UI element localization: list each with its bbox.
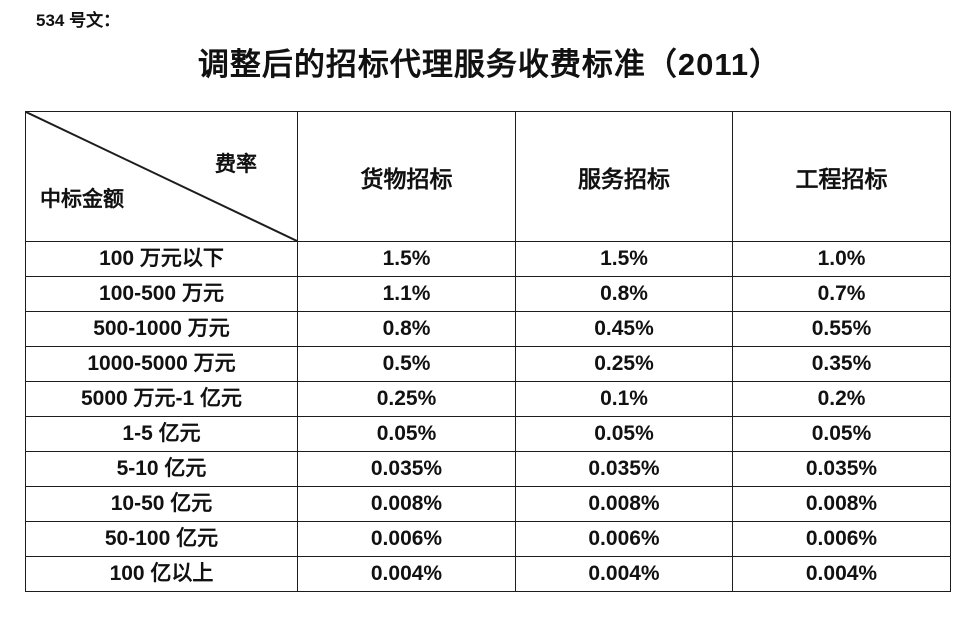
rate-cell: 0.035% (732, 451, 951, 487)
table-row: 5000 万元-1 亿元 0.25% 0.1% 0.2% (25, 381, 951, 417)
rate-cell: 0.05% (732, 416, 951, 452)
corner-label-rate: 费率 (215, 153, 257, 176)
row-label: 500-1000 万元 (25, 311, 298, 347)
row-label: 1000-5000 万元 (25, 346, 298, 382)
table-row: 100-500 万元 1.1% 0.8% 0.7% (25, 276, 951, 312)
row-label: 100-500 万元 (25, 276, 298, 312)
rate-cell: 0.035% (297, 451, 516, 487)
rate-cell: 0.008% (515, 486, 733, 522)
rate-cell: 0.008% (732, 486, 951, 522)
table-row: 5-10 亿元 0.035% 0.035% 0.035% (25, 451, 951, 487)
corner-label-bid-amount: 中标金额 (40, 188, 124, 211)
doc-number-label: 534 号文： (36, 11, 121, 30)
table-row: 10-50 亿元 0.008% 0.008% 0.008% (25, 486, 951, 522)
rate-cell: 0.05% (515, 416, 733, 452)
table-row: 1-5 亿元 0.05% 0.05% 0.05% (25, 416, 951, 452)
rate-cell: 0.008% (297, 486, 516, 522)
rate-cell: 0.35% (732, 346, 951, 382)
row-label: 5000 万元-1 亿元 (25, 381, 298, 417)
table-row: 100 亿以上 0.004% 0.004% 0.004% (25, 556, 951, 592)
rate-cell: 0.25% (515, 346, 733, 382)
row-label: 100 万元以下 (25, 241, 298, 277)
page-title: 调整后的招标代理服务收费标准（2011） (197, 47, 782, 82)
rate-cell: 0.004% (297, 556, 516, 592)
row-label: 10-50 亿元 (25, 486, 298, 522)
rate-cell: 0.1% (515, 381, 733, 417)
diagonal-divider-line (26, 112, 297, 241)
row-label: 50-100 亿元 (25, 521, 298, 557)
table-row: 50-100 亿元 0.006% 0.006% 0.006% (25, 521, 951, 557)
rate-cell: 0.2% (732, 381, 951, 417)
rate-cell: 0.006% (732, 521, 951, 557)
row-label: 1-5 亿元 (25, 416, 298, 452)
rate-cell: 0.006% (515, 521, 733, 557)
row-label: 5-10 亿元 (25, 451, 298, 487)
row-label: 100 亿以上 (25, 556, 298, 592)
rate-cell: 0.25% (297, 381, 516, 417)
rate-cell: 1.0% (732, 241, 951, 277)
rate-cell: 0.7% (732, 276, 951, 312)
rate-cell: 0.05% (297, 416, 516, 452)
rate-cell: 0.035% (515, 451, 733, 487)
rate-cell: 0.004% (515, 556, 733, 592)
diagonal-header-cell: 费率 中标金额 (25, 111, 298, 242)
rate-cell: 0.006% (297, 521, 516, 557)
rate-cell: 1.1% (297, 276, 516, 312)
header-row: 费率 中标金额 货物招标 服务招标 工程招标 (25, 111, 951, 242)
table-row: 1000-5000 万元 0.5% 0.25% 0.35% (25, 346, 951, 382)
table-row: 100 万元以下 1.5% 1.5% 1.0% (25, 241, 951, 277)
table-row: 500-1000 万元 0.8% 0.45% 0.55% (25, 311, 951, 347)
column-header-engineering: 工程招标 (732, 111, 951, 242)
rate-cell: 0.5% (297, 346, 516, 382)
rate-cell: 0.55% (732, 311, 951, 347)
rate-cell: 0.45% (515, 311, 733, 347)
fee-rate-table: 费率 中标金额 货物招标 服务招标 工程招标 100 万元以下 1.5% 1.5… (25, 111, 951, 592)
rate-cell: 1.5% (515, 241, 733, 277)
column-header-goods: 货物招标 (297, 111, 516, 242)
rate-cell: 0.004% (732, 556, 951, 592)
rate-cell: 0.8% (297, 311, 516, 347)
rate-cell: 1.5% (297, 241, 516, 277)
rate-cell: 0.8% (515, 276, 733, 312)
column-header-services: 服务招标 (515, 111, 733, 242)
